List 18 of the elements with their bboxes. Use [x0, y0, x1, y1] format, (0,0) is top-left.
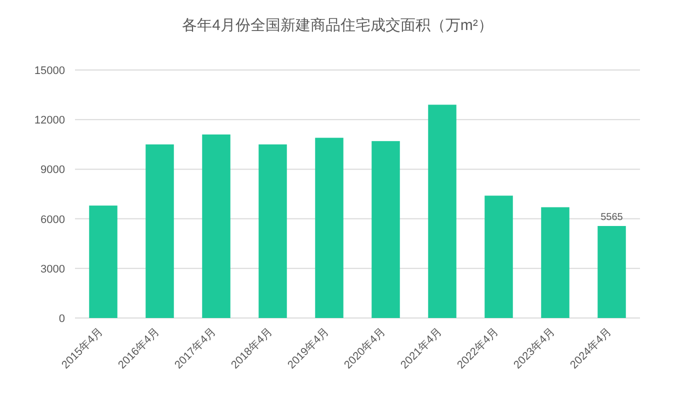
y-tick-label: 9000	[40, 164, 65, 176]
bar	[372, 141, 400, 318]
bar	[202, 134, 230, 318]
y-tick-label: 12000	[34, 114, 65, 127]
y-tick-label: 6000	[40, 214, 65, 226]
data-label: 5565	[600, 212, 624, 223]
bar	[315, 138, 344, 318]
bar	[541, 207, 570, 318]
chart-title: 各年4月份全国新建商品住宅成交面积（万m²）	[182, 17, 493, 34]
bar	[258, 144, 287, 318]
y-tick-label: 3000	[40, 263, 65, 276]
bar	[428, 104, 456, 318]
bar	[146, 144, 174, 318]
bar	[89, 206, 118, 318]
y-tick-label: 15000	[34, 65, 65, 77]
bar	[598, 226, 626, 318]
bar	[484, 196, 513, 318]
y-tick-label: 0	[58, 313, 65, 325]
